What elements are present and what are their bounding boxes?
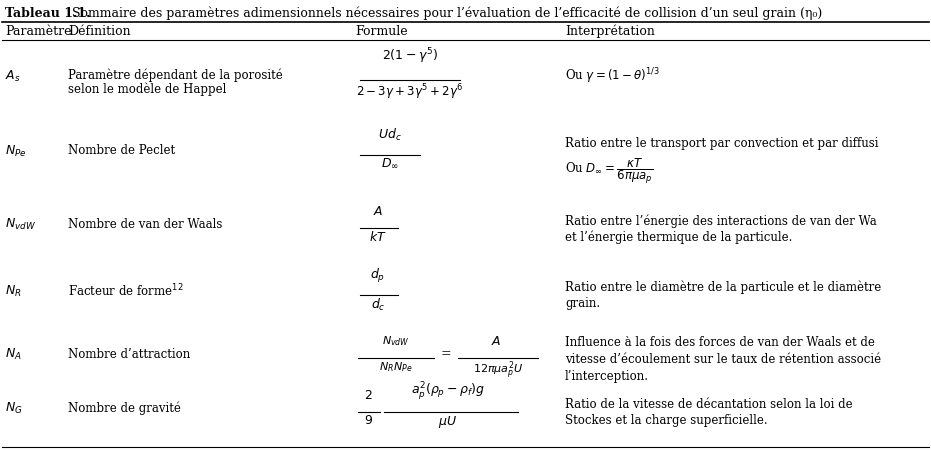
Text: Ou $D_{\infty} = \dfrac{\kappa T}{6\pi\mu a_p}$: Ou $D_{\infty} = \dfrac{\kappa T}{6\pi\m… — [565, 156, 654, 186]
Text: Ou $\gamma = (1-\theta)^{1/3}$: Ou $\gamma = (1-\theta)^{1/3}$ — [565, 66, 660, 86]
Text: $d_c$: $d_c$ — [371, 297, 385, 313]
Text: $\mu U$: $\mu U$ — [439, 414, 457, 430]
Text: Ratio de la vitesse de décantation selon la loi de: Ratio de la vitesse de décantation selon… — [565, 398, 853, 411]
Text: et l’énergie thermique de la particule.: et l’énergie thermique de la particule. — [565, 230, 792, 243]
Text: $A_s$: $A_s$ — [5, 68, 20, 84]
Text: Ratio entre l’énergie des interactions de van der Wa: Ratio entre l’énergie des interactions d… — [565, 214, 877, 228]
Text: $12\pi\mu a_p^2 U$: $12\pi\mu a_p^2 U$ — [473, 360, 523, 382]
Text: $A$: $A$ — [372, 205, 384, 218]
Text: $A$: $A$ — [491, 335, 501, 348]
Text: $D_{\infty}$: $D_{\infty}$ — [381, 157, 399, 170]
Text: $N_R N_{Pe}$: $N_R N_{Pe}$ — [379, 360, 412, 374]
Text: $kT$: $kT$ — [370, 230, 387, 244]
Text: $N_{vdW}$: $N_{vdW}$ — [382, 334, 410, 348]
Text: Tableau 1.1.: Tableau 1.1. — [5, 7, 90, 20]
Text: $a_p^2(\rho_p - \rho_f)g$: $a_p^2(\rho_p - \rho_f)g$ — [412, 380, 485, 402]
Text: Ratio entre le transport par convection et par diffusi: Ratio entre le transport par convection … — [565, 137, 879, 150]
Text: $Ud_c$: $Ud_c$ — [378, 127, 402, 143]
Text: Sommaire des paramètres adimensionnels nécessaires pour l’évaluation de l’effica: Sommaire des paramètres adimensionnels n… — [68, 7, 822, 21]
Text: $N_R$: $N_R$ — [5, 284, 21, 298]
Text: =: = — [440, 347, 452, 360]
Text: $N_{Pe}$: $N_{Pe}$ — [5, 144, 27, 158]
Text: Facteur de forme$^{12}$: Facteur de forme$^{12}$ — [68, 283, 183, 299]
Text: Nombre de gravité: Nombre de gravité — [68, 401, 181, 415]
Text: Nombre de van der Waals: Nombre de van der Waals — [68, 217, 223, 230]
Text: $N_G$: $N_G$ — [5, 400, 22, 415]
Text: grain.: grain. — [565, 297, 600, 310]
Text: Formule: Formule — [355, 25, 408, 38]
Text: $9$: $9$ — [363, 414, 372, 427]
Text: Définition: Définition — [68, 25, 130, 38]
Text: vitesse d’écoulement sur le taux de rétention associé: vitesse d’écoulement sur le taux de réte… — [565, 353, 881, 366]
Text: selon le modèle de Happel: selon le modèle de Happel — [68, 82, 226, 95]
Text: Stockes et la charge superficielle.: Stockes et la charge superficielle. — [565, 414, 768, 427]
Text: $2-3\gamma+3\gamma^5+2\gamma^6$: $2-3\gamma+3\gamma^5+2\gamma^6$ — [357, 82, 464, 102]
Text: Nombre de Peclet: Nombre de Peclet — [68, 144, 175, 158]
Text: Paramètre dépendant de la porosité: Paramètre dépendant de la porosité — [68, 68, 283, 81]
Text: Interprétation: Interprétation — [565, 25, 654, 39]
Text: Influence à la fois des forces de van der Waals et de: Influence à la fois des forces de van de… — [565, 336, 875, 349]
Text: l’interception.: l’interception. — [565, 370, 649, 383]
Text: $2$: $2$ — [364, 389, 372, 402]
Text: Paramètre: Paramètre — [5, 25, 72, 38]
Text: $N_A$: $N_A$ — [5, 346, 21, 361]
Text: $d_p$: $d_p$ — [371, 267, 385, 285]
Text: Ratio entre le diamètre de la particule et le diamètre: Ratio entre le diamètre de la particule … — [565, 281, 882, 294]
Text: $2(1-\gamma^5)$: $2(1-\gamma^5)$ — [382, 46, 438, 66]
Text: $N_{vdW}$: $N_{vdW}$ — [5, 216, 36, 232]
Text: Nombre d’attraction: Nombre d’attraction — [68, 347, 190, 360]
